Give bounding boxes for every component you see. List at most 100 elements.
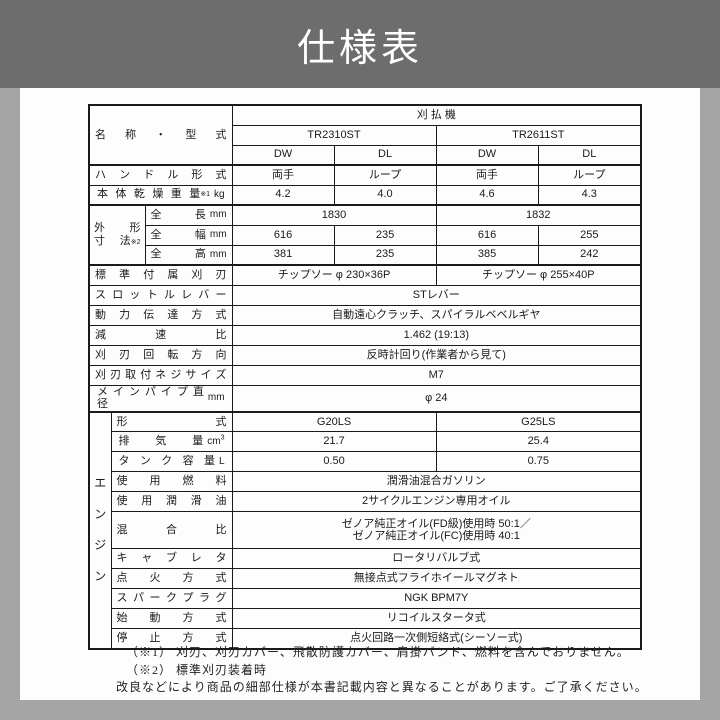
blade-screw-value: M7 — [231, 364, 642, 386]
dimensions-label-line2: 寸 法 — [94, 235, 131, 247]
row-engine-starting: 始 動 方 式 リコイルスタータ式 — [89, 608, 642, 630]
row-engine-tank: タ ン ク 容 量 L 0.50 0.75 — [89, 451, 642, 473]
row-dim-width: 全 幅 mm 616 235 616 255 — [89, 224, 642, 246]
dry-weight-label: 本 体 乾 燥 重 量 ※1 kg — [88, 184, 233, 206]
footnotes: （※1） 刈刃、刈刃カバー、飛散防護カバー、肩掛バンド、燃料を含んでおりません。… — [116, 644, 676, 697]
row-engine-stopping: 停 止 方 式 点火回路一次側短絡式(シーソー式) — [89, 628, 642, 650]
row-engine-spark-plug: ス パ ー ク プ ラ グ NGK BPM7Y — [89, 588, 642, 610]
dim-width-value: 616 — [231, 224, 335, 246]
dim-height-value: 235 — [333, 244, 437, 266]
dim-height-label: 全 高 mm — [144, 244, 233, 266]
engine-fuel-label: 使 用 燃 料 — [110, 471, 233, 493]
blade-rotation-label: 刈 刃 回 転 方 向 — [88, 344, 233, 366]
engine-spark-plug-label: ス パ ー ク プ ラ グ — [110, 588, 233, 610]
dim-height-value: 242 — [537, 244, 642, 266]
reduction-ratio-label: 減 速 比 — [88, 324, 233, 346]
spec-table: 名 称 ・ 型 式 刈 払 機 TR2310ST TR2611ST DW DL … — [88, 104, 643, 650]
dry-weight-value: 4.2 — [231, 184, 335, 206]
row-blade: 標 準 付 属 刈 刃 チップソー φ 230×36P チップソー φ 255×… — [88, 264, 642, 286]
blade-value: チップソー φ 255×40P — [435, 264, 642, 286]
engine-tank-value: 0.50 — [231, 451, 437, 473]
variant-cell: DL — [333, 144, 437, 166]
row-power-transmission: 動 力 伝 達 方 式 自動遠心クラッチ、スパイラルベベルギヤ — [88, 304, 642, 326]
blade-screw-label: 刈 刃 取 付 ネ ジ サ イ ズ — [88, 364, 233, 386]
row-engine-fuel: 使 用 燃 料 潤滑油混合ガソリン — [89, 471, 642, 493]
main-pipe-value: φ 24 — [231, 384, 642, 413]
dry-weight-value: 4.6 — [435, 184, 539, 206]
engine-type-value: G25LS — [435, 411, 642, 433]
power-transmission-label: 動 力 伝 達 方 式 — [88, 304, 233, 326]
throttle-value: STレバー — [231, 284, 642, 306]
category-cell: 刈 払 機 — [231, 104, 642, 126]
row-main-pipe: メ イ ン パ イ プ 直 径 mm φ 24 — [88, 384, 642, 413]
row-engine-oil: 使 用 潤 滑 油 2サイクルエンジン専用オイル — [89, 491, 642, 513]
row-engine-ignition: 点 火 方 式 無接点式フライホイールマグネト — [89, 568, 642, 590]
dim-length-label: 全 長 mm — [144, 204, 233, 226]
dim-length-value: 1832 — [435, 204, 642, 226]
engine-ignition-label: 点 火 方 式 — [110, 568, 233, 590]
engine-carburetor-label: キ ャ ブ レ タ — [110, 548, 233, 570]
blade-rotation-value: 反時計回り(作業者から見て) — [231, 344, 642, 366]
dim-length-value: 1830 — [231, 204, 437, 226]
engine-group-label: エ ン ジ ン — [88, 411, 112, 650]
dim-height-value: 381 — [231, 244, 335, 266]
handle-value: ループ — [537, 164, 642, 186]
engine-displacement-value: 25.4 — [435, 431, 642, 453]
engine-displacement-label: 排 気 量 cm3 — [110, 431, 233, 453]
dim-width-label: 全 幅 mm — [144, 224, 233, 246]
engine-tank-value: 0.75 — [435, 451, 642, 473]
row-engine-type: エ ン ジ ン 形 式 G20LS G25LS — [88, 411, 642, 650]
engine-starting-label: 始 動 方 式 — [110, 608, 233, 630]
engine-carburetor-value: ロータリバルブ式 — [231, 548, 642, 570]
engine-mixture-value: ゼノア純正オイル(FD級)使用時 50:1／ ゼノア純正オイル(FC)使用時 4… — [231, 511, 642, 550]
dry-weight-unit: kg — [213, 188, 225, 200]
page-title: 仕様表 — [296, 27, 423, 70]
dry-weight-value: 4.3 — [537, 184, 642, 206]
engine-ignition-value: 無接点式フライホイールマグネト — [231, 568, 642, 590]
row-dry-weight: 本 体 乾 燥 重 量 ※1 kg 4.2 4.0 4.6 4.3 — [88, 184, 642, 206]
row-dim-height: 全 高 mm 381 235 385 242 — [89, 244, 642, 266]
engine-mixture-label: 混 合 比 — [110, 511, 233, 550]
name-type-label: 名 称 ・ 型 式 — [88, 104, 233, 166]
row-engine-mixture: 混 合 比 ゼノア純正オイル(FD級)使用時 50:1／ ゼノア純正オイル(FC… — [89, 511, 642, 550]
row-throttle: ス ロ ッ ト ル レ バ ー STレバー — [88, 284, 642, 306]
row-variants: DW DL DW DL — [89, 144, 642, 166]
row-engine-displacement: 排 気 量 cm3 21.7 25.4 — [89, 431, 642, 453]
header-band: 仕様表 — [0, 0, 720, 88]
dimensions-label: 外 形 寸 法 ※2 — [88, 204, 146, 266]
dimensions-label-line1: 外 形 — [94, 222, 141, 235]
engine-oil-value: 2サイクルエンジン専用オイル — [231, 491, 642, 513]
variant-cell: DW — [435, 144, 539, 166]
row-blade-screw: 刈 刃 取 付 ネ ジ サ イ ズ M7 — [88, 364, 642, 386]
footnote-2: （※2） 標準刈刃装着時 — [126, 662, 268, 677]
dry-weight-value: 4.0 — [333, 184, 437, 206]
engine-spark-plug-value: NGK BPM7Y — [231, 588, 642, 610]
engine-tank-label: タ ン ク 容 量 L — [110, 451, 233, 473]
engine-stopping-value: 点火回路一次側短絡式(シーソー式) — [231, 628, 642, 650]
engine-fuel-value: 潤滑油混合ガソリン — [231, 471, 642, 493]
throttle-label: ス ロ ッ ト ル レ バ ー — [88, 284, 233, 306]
row-reduction-ratio: 減 速 比 1.462 (19:13) — [88, 324, 642, 346]
disclaimer: 改良などにより商品の細部仕様が本書記載内容と異なることがあります。ご了承ください… — [116, 680, 648, 694]
row-handle: ハ ン ド ル 形 式 両手 ループ 両手 ループ — [88, 164, 642, 186]
handle-value: 両手 — [435, 164, 539, 186]
row-blade-rotation: 刈 刃 回 転 方 向 反時計回り(作業者から見て) — [88, 344, 642, 366]
row-dim-length: 外 形 寸 法 ※2 全 長 mm 1830 1832 — [88, 204, 642, 266]
blade-label: 標 準 付 属 刈 刃 — [88, 264, 233, 286]
dim-height-value: 385 — [435, 244, 539, 266]
variant-cell: DL — [537, 144, 642, 166]
dim-width-value: 616 — [435, 224, 539, 246]
handle-label: ハ ン ド ル 形 式 — [88, 164, 233, 186]
variant-cell: DW — [231, 144, 335, 166]
engine-starting-value: リコイルスタータ式 — [231, 608, 642, 630]
footnote-1: （※1） 刈刃、刈刃カバー、飛散防護カバー、肩掛バンド、燃料を含んでおりません。 — [126, 645, 630, 659]
dim-width-value: 255 — [537, 224, 642, 246]
main-pipe-label: メ イ ン パ イ プ 直 径 mm — [88, 384, 233, 413]
engine-oil-label: 使 用 潤 滑 油 — [110, 491, 233, 513]
dim-width-value: 235 — [333, 224, 437, 246]
reduction-ratio-value: 1.462 (19:13) — [231, 324, 642, 346]
row-engine-carburetor: キ ャ ブ レ タ ロータリバルブ式 — [89, 548, 642, 570]
blade-value: チップソー φ 230×36P — [231, 264, 437, 286]
power-transmission-value: 自動遠心クラッチ、スパイラルベベルギヤ — [231, 304, 642, 326]
model-2-cell: TR2611ST — [435, 124, 642, 146]
